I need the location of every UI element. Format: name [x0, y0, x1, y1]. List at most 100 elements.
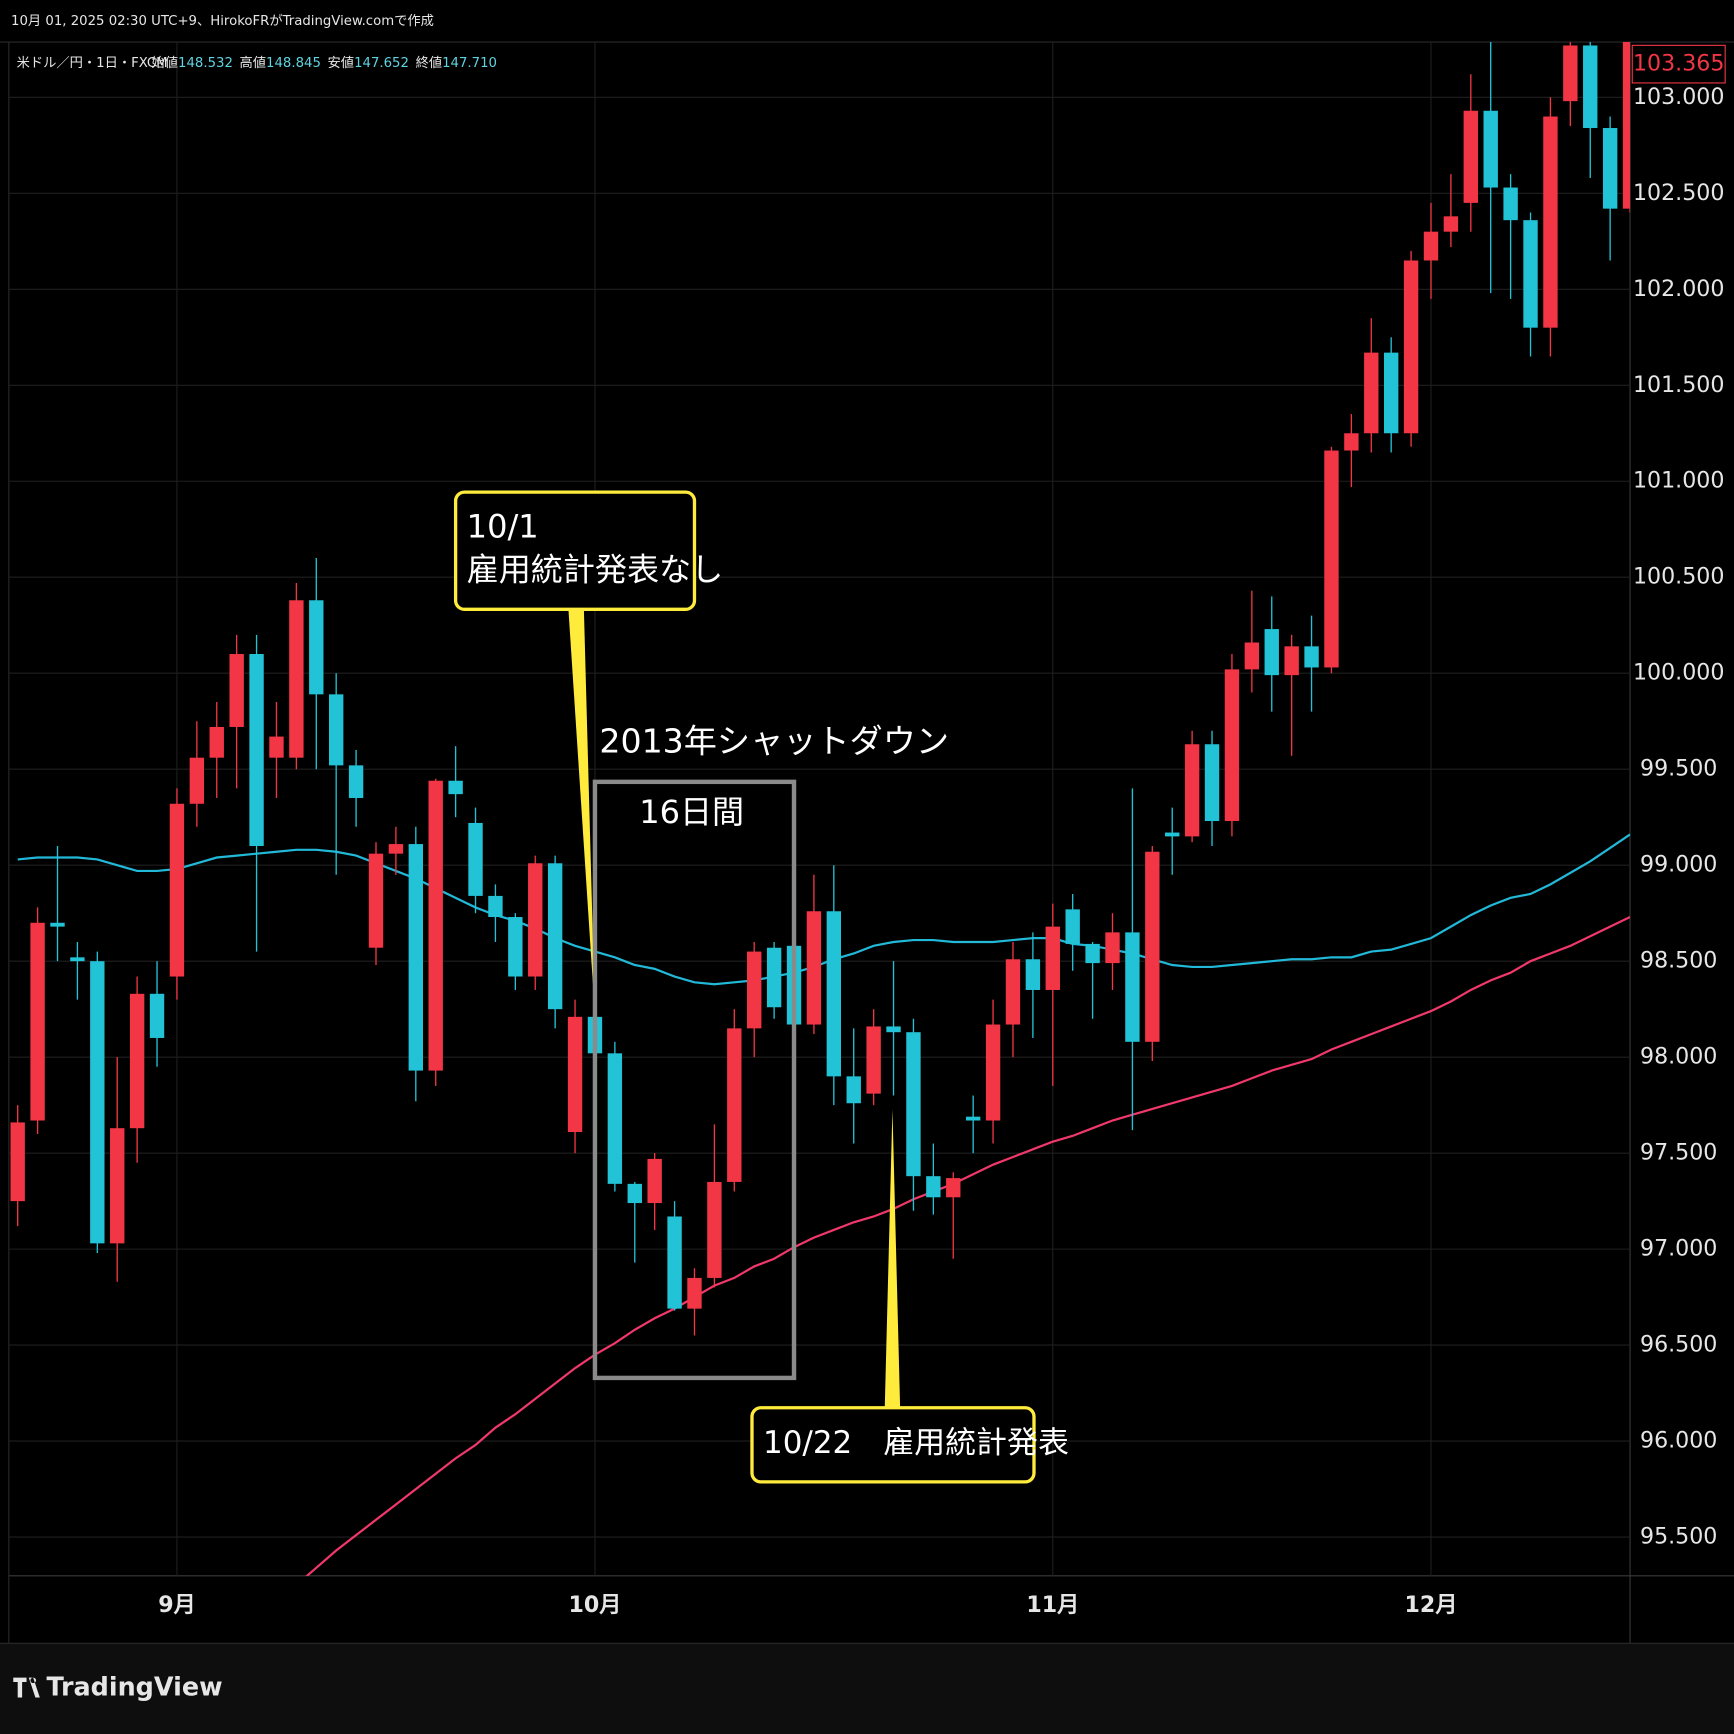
candle-body: [1085, 943, 1100, 964]
annotation-text: 16日間: [639, 793, 744, 831]
candle-body: [249, 654, 264, 846]
x-tick-label: 12月: [1405, 1592, 1458, 1618]
callout-box: [750, 1406, 1036, 1484]
y-tick-label: 99.500: [1640, 756, 1717, 782]
annotation-no-report: 10/1 雇用統計発表なし: [453, 490, 724, 1016]
candle-body: [1224, 669, 1240, 822]
y-tick-label: 101.000: [1633, 468, 1724, 494]
candle-body: [368, 853, 384, 948]
candle-body: [906, 1032, 921, 1177]
candle-body: [149, 993, 165, 1038]
legend-value: 147.710: [442, 56, 497, 71]
candle-body: [289, 600, 304, 758]
legend-value: 148.532: [178, 56, 233, 71]
candle-body: [1463, 110, 1478, 203]
candle-body: [846, 1076, 861, 1104]
ohlc-legend: 始値148.532 高値148.845 安値147.652 終値147.710: [152, 54, 497, 71]
y-tick-label: 98.000: [1640, 1044, 1717, 1070]
y-tick-label: 100.000: [1633, 660, 1724, 686]
legend-label: 始値: [152, 55, 179, 71]
candle-body: [1324, 450, 1339, 668]
callout-text: 10/22 雇用統計発表: [763, 1425, 1069, 1461]
candle-body: [348, 765, 364, 798]
y-tick-label: 96.000: [1640, 1428, 1717, 1454]
candle-body: [667, 1216, 682, 1309]
candle-body: [946, 1178, 961, 1198]
candle-body: [1423, 231, 1439, 261]
candle-body: [1622, 42, 1631, 209]
candle-body: [1204, 744, 1220, 822]
shutdown-box: [592, 779, 797, 1381]
candle-body: [1304, 646, 1319, 668]
candle-body: [766, 947, 782, 1008]
candle-body: [687, 1277, 702, 1309]
candle-body: [10, 1122, 25, 1202]
callout-box: [453, 490, 697, 611]
annotation-text: 2013年シャットダウン: [599, 722, 949, 761]
candle-body: [1284, 646, 1299, 676]
candle-body: [1344, 433, 1359, 451]
callout-pointer: [884, 1109, 901, 1410]
candle-body: [408, 844, 423, 1071]
candle-body: [647, 1158, 662, 1204]
candle-body: [1563, 45, 1578, 102]
y-tick-label: 96.500: [1640, 1332, 1717, 1358]
candle-body: [1602, 128, 1618, 209]
annotation-report: 10/22 雇用統計発表: [750, 1109, 1069, 1484]
candle-body: [747, 951, 762, 1029]
candle-body: [1025, 959, 1041, 990]
callout-pointer: [568, 609, 595, 1016]
candle-body: [1005, 959, 1021, 1025]
candle-body: [269, 736, 284, 758]
candle-body: [30, 922, 45, 1121]
callout-text: 10/1: [467, 508, 539, 546]
x-tick-label: 11月: [1026, 1592, 1079, 1618]
last-price-box: [1631, 44, 1726, 84]
y-tick-label: 101.500: [1633, 372, 1724, 398]
candle-body: [1503, 187, 1518, 221]
candle-body: [727, 1028, 742, 1182]
candle-body: [965, 1116, 981, 1121]
candle-body: [1145, 851, 1160, 1042]
legend-label: 終値: [416, 55, 443, 71]
moving-average-line: [17, 833, 1631, 986]
legend-label: 高値: [240, 54, 267, 71]
candle-body: [826, 911, 842, 1077]
callout-text: 雇用統計発表なし: [467, 551, 724, 589]
candle-body: [707, 1181, 722, 1278]
y-tick-label: 103.000: [1633, 84, 1724, 110]
candle-body: [1543, 116, 1558, 328]
header: 10月 01, 2025 02:30 UTC+9、HirokoFRがTradin…: [11, 13, 434, 29]
candle-body: [70, 957, 85, 962]
logo-text: TradingView: [46, 1672, 222, 1702]
candle-body: [508, 917, 523, 977]
candle-body: [1184, 744, 1200, 837]
y-tick-label: 102.000: [1633, 276, 1724, 302]
y-tick-label: 95.500: [1640, 1524, 1717, 1550]
symbol: 米ドル／円・1日・FXCM: [17, 55, 168, 71]
logo-icon: [13, 1677, 40, 1698]
candle-body: [309, 600, 324, 695]
candle-body: [189, 757, 205, 804]
candle-body: [607, 1053, 623, 1184]
legend-value: 148.845: [266, 56, 321, 71]
candle-body: [926, 1176, 941, 1198]
candle-body: [806, 911, 822, 1025]
candle-body: [1364, 352, 1379, 434]
candle-body: [50, 922, 65, 927]
candle-body: [1065, 909, 1080, 944]
candle-body: [169, 803, 185, 977]
x-tick-label: 9月: [158, 1592, 196, 1618]
moving-average-line: [305, 916, 1631, 1576]
candle-body: [1125, 932, 1140, 1042]
candle-body: [1244, 642, 1260, 670]
candle-body: [1523, 220, 1538, 328]
x-tick-label: 10月: [569, 1592, 622, 1618]
candle-body: [328, 694, 344, 766]
candle-body: [528, 863, 543, 977]
ohlc-legend-text: 始値148.532 高値148.845 安値147.652 終値147.710: [152, 54, 497, 71]
y-tick-label: 97.000: [1640, 1236, 1717, 1262]
candle-body: [567, 1016, 583, 1133]
logo: TradingView: [13, 1672, 223, 1702]
